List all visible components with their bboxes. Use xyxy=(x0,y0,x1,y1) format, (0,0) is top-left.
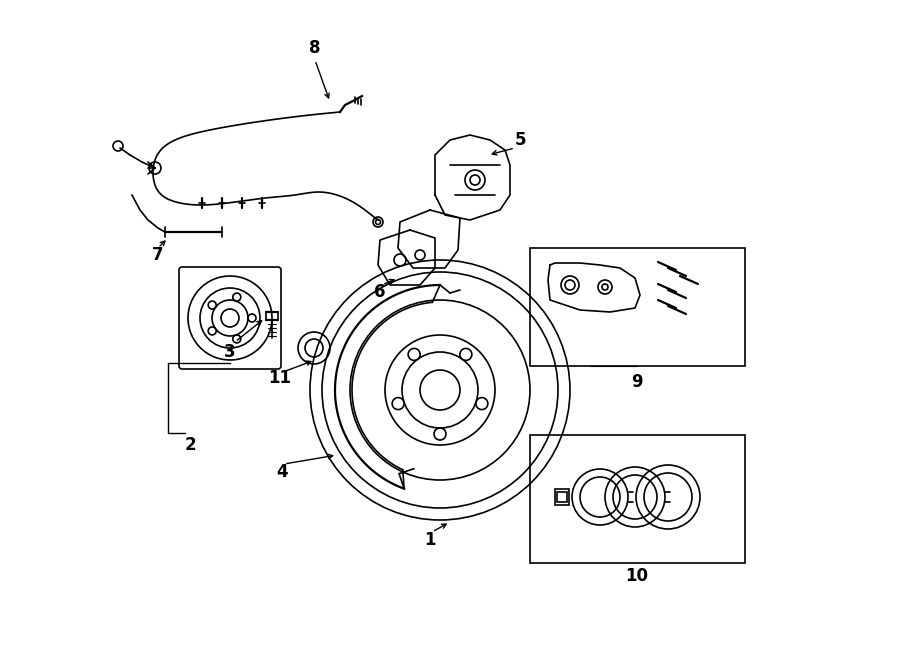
Text: 2: 2 xyxy=(184,436,196,454)
Bar xyxy=(557,492,567,502)
Text: 7: 7 xyxy=(152,246,164,264)
Text: 4: 4 xyxy=(276,463,288,481)
Text: 1: 1 xyxy=(424,531,436,549)
Text: 3: 3 xyxy=(224,343,236,361)
Bar xyxy=(530,248,745,366)
Text: 11: 11 xyxy=(268,369,292,387)
Text: 8: 8 xyxy=(310,39,320,57)
Text: 6: 6 xyxy=(374,283,386,301)
Text: 9: 9 xyxy=(631,373,643,391)
Bar xyxy=(530,435,745,563)
Text: 5: 5 xyxy=(514,131,526,149)
Bar xyxy=(555,489,569,505)
Text: 10: 10 xyxy=(626,567,649,585)
